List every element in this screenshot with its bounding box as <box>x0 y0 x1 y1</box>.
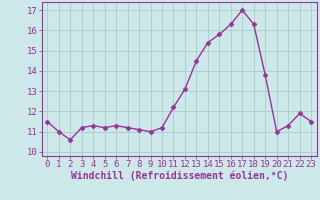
X-axis label: Windchill (Refroidissement éolien,°C): Windchill (Refroidissement éolien,°C) <box>70 171 288 181</box>
